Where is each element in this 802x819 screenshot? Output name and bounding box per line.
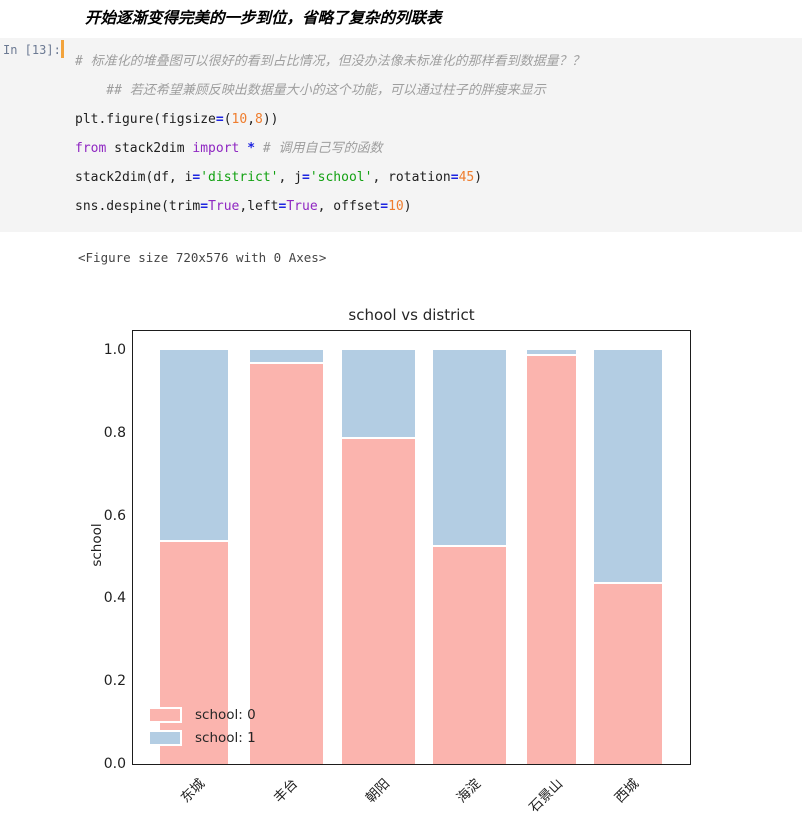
legend-swatch [148, 706, 182, 723]
plot-border [132, 330, 691, 765]
bar-segment-school-0 [342, 436, 415, 764]
code-line: stack2dim(df, i='district', j='school', … [75, 163, 585, 192]
stacked-bar-东城 [160, 350, 228, 764]
bar-segment-school-1 [527, 350, 576, 355]
stacked-bar-西城 [594, 350, 662, 764]
code-token-kw: True [208, 199, 240, 214]
code-token-df: , [247, 112, 256, 127]
code-token-df: , j [278, 170, 302, 185]
code-lines[interactable]: # 标准化的堆叠图可以很好的看到占比情况，但没办法像未标准化的那样看到数据量？？… [75, 47, 585, 221]
code-line: ## 若还希望兼顾反映出数据量大小的这个功能，可以通过柱子的胖瘦来显示 [75, 76, 585, 105]
code-token-df: ( [223, 112, 232, 127]
legend-entry: school: 0 [148, 703, 256, 726]
bar-segment-school-0 [160, 540, 228, 764]
code-token-op: * [247, 141, 256, 156]
chart-title: school vs district [348, 306, 475, 324]
code-token-df: , offset [317, 199, 381, 214]
code-line: plt.figure(figsize=(10,8)) [75, 105, 585, 134]
bar-segment-school-1 [160, 350, 228, 541]
cell-output-text: <Figure size 720x576 with 0 Axes> [78, 250, 327, 265]
stacked-bar-石景山 [527, 350, 576, 764]
code-token-df: stack2dim(df, i [75, 170, 193, 185]
bar-segment-school-0 [433, 544, 506, 764]
code-token-kw: True [286, 199, 318, 214]
x-tick-label-朝阳: 朝阳 [362, 775, 393, 807]
y-axis-label: school [89, 523, 105, 567]
y-tick-label-0.2: 0.2 [103, 673, 126, 690]
code-token-op: = [200, 199, 209, 214]
chart-legend: school: 0 school: 1 [148, 703, 256, 749]
code-line: # 标准化的堆叠图可以很好的看到占比情况，但没办法像未标准化的那样看到数据量？？ [75, 47, 585, 76]
cell-prompt: In [13]: [3, 43, 61, 57]
code-line: from stack2dim import * # 调用自己写的函数 [75, 134, 585, 163]
code-cell[interactable]: In [13]: # 标准化的堆叠图可以很好的看到占比情况，但没办法像未标准化的… [0, 38, 802, 232]
code-token-df: ) [474, 170, 483, 185]
code-token-op: = [380, 199, 389, 214]
code-token-df [255, 141, 263, 156]
stacked-bar-海淀 [433, 350, 506, 764]
code-token-com: # 标准化的堆叠图可以很好的看到占比情况，但没办法像未标准化的那样看到数据量？？ [75, 54, 585, 69]
code-token-df: ,left [239, 199, 279, 214]
y-tick-label-0.8: 0.8 [103, 424, 126, 441]
code-token-df: stack2dim [106, 141, 193, 156]
y-tick-label-0.4: 0.4 [103, 590, 126, 607]
code-token-num: 10 [231, 112, 248, 127]
code-token-com: # 调用自己写的函数 [262, 141, 383, 156]
code-token-str: 'school' [309, 170, 373, 185]
code-token-str: 'district' [200, 170, 279, 185]
bar-segment-school-1 [342, 350, 415, 437]
code-token-df: )) [262, 112, 279, 127]
x-tick-label-海淀: 海淀 [453, 775, 484, 807]
stacked-bar-丰台 [250, 350, 323, 764]
code-token-op: = [215, 112, 224, 127]
code-token-num: 8 [255, 112, 263, 127]
code-token-kw: import [192, 141, 240, 156]
code-token-df: plt.figure(figsize [75, 112, 216, 127]
code-token-op: = [450, 170, 459, 185]
code-line: sns.despine(trim=True,left=True, offset=… [75, 192, 585, 221]
bar-segment-school-1 [250, 350, 323, 363]
code-token-op: = [192, 170, 201, 185]
legend-swatch [148, 729, 182, 746]
bar-segment-school-0 [250, 362, 323, 764]
x-tick-label-丰台: 丰台 [270, 775, 301, 807]
code-token-op: = [278, 199, 287, 214]
plot-area [132, 330, 691, 765]
code-token-df: , rotation [372, 170, 451, 185]
code-token-op: = [302, 170, 310, 185]
code-token-num: 10 [388, 199, 404, 214]
text-cursor [61, 40, 64, 58]
legend-label: school: 0 [195, 706, 256, 723]
code-token-df: sns.despine(trim [75, 199, 201, 214]
x-tick-label-东城: 东城 [177, 775, 209, 807]
code-token-kw: from [75, 141, 107, 156]
bar-segment-school-0 [527, 354, 576, 764]
markdown-heading: 开始逐渐变得完美的一步到位，省略了复杂的列联表 [85, 9, 442, 27]
y-tick-label-0.0: 0.0 [103, 756, 126, 772]
bar-segment-school-1 [594, 350, 662, 582]
stacked-bar-朝阳 [342, 350, 415, 764]
legend-entry: school: 1 [148, 726, 256, 749]
y-tick-label-0.6: 0.6 [103, 507, 126, 524]
y-tick-label-1.0: 1.0 [103, 342, 126, 358]
code-token-com: ## 若还希望兼顾反映出数据量大小的这个功能，可以通过柱子的胖瘦来显示 [75, 83, 546, 98]
bar-segment-school-1 [433, 350, 506, 545]
legend-label: school: 1 [195, 729, 256, 746]
code-token-num: 45 [458, 170, 475, 185]
x-tick-label-石景山: 石景山 [525, 775, 566, 816]
code-token-df: ) [403, 199, 412, 214]
bar-segment-school-0 [594, 581, 662, 764]
